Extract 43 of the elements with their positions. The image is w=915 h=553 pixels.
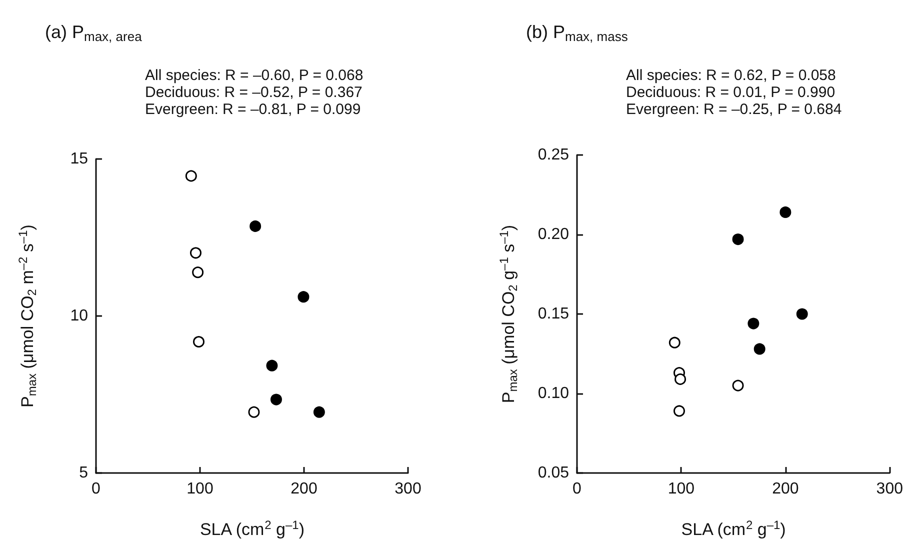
point bbox=[190, 247, 202, 259]
point bbox=[668, 336, 680, 348]
text: Evergreen: R = –0.81, P = 0.099 bbox=[145, 101, 361, 118]
x-tick-label: 0 bbox=[92, 480, 101, 498]
x-tick-label: 200 bbox=[290, 480, 318, 498]
text: Evergreen: R = –0.25, P = 0.684 bbox=[626, 101, 842, 118]
y-tick-label: 0.20 bbox=[538, 226, 570, 243]
point bbox=[185, 170, 197, 182]
text: Pmax (μmol CO2 g–1 s–1) bbox=[497, 224, 520, 404]
point bbox=[732, 380, 744, 392]
point bbox=[298, 291, 310, 303]
point bbox=[313, 406, 325, 418]
text: All species: R = –0.60, P = 0.068 bbox=[145, 67, 364, 84]
point bbox=[754, 343, 766, 355]
y-tick-label: 0.25 bbox=[538, 146, 570, 164]
point bbox=[250, 220, 262, 232]
point bbox=[796, 308, 808, 320]
x-tick-label: 0 bbox=[572, 480, 582, 498]
text: Deciduous: R = 0.01, P = 0.990 bbox=[626, 84, 836, 101]
text: Deciduous: R = –0.52, P = 0.367 bbox=[145, 84, 362, 101]
point bbox=[270, 394, 282, 406]
y-tick-label: 0.05 bbox=[538, 464, 570, 482]
y-tick-label: 0.10 bbox=[538, 385, 570, 402]
x-tick-label: 100 bbox=[668, 480, 695, 498]
text: Pmax (μmol CO2 m–2 s–1) bbox=[16, 224, 39, 408]
y-tick-label: 10 bbox=[70, 308, 88, 324]
x-tick-label: 100 bbox=[186, 480, 214, 498]
x-tick-label: 300 bbox=[876, 480, 904, 498]
y-tick-label: 5 bbox=[79, 464, 88, 482]
point bbox=[780, 206, 792, 218]
x-tick-label: 200 bbox=[772, 480, 799, 498]
text: All species: R = 0.62, P = 0.058 bbox=[626, 67, 836, 84]
y-tick-label: 0.15 bbox=[538, 306, 570, 322]
x-tick-label: 300 bbox=[394, 480, 422, 498]
point bbox=[192, 266, 204, 278]
point bbox=[674, 405, 685, 417]
point bbox=[674, 373, 686, 385]
y-tick-label: 15 bbox=[70, 150, 88, 168]
point bbox=[748, 318, 760, 330]
point bbox=[248, 406, 260, 418]
point bbox=[193, 336, 204, 348]
point bbox=[266, 360, 278, 372]
point bbox=[732, 234, 744, 246]
